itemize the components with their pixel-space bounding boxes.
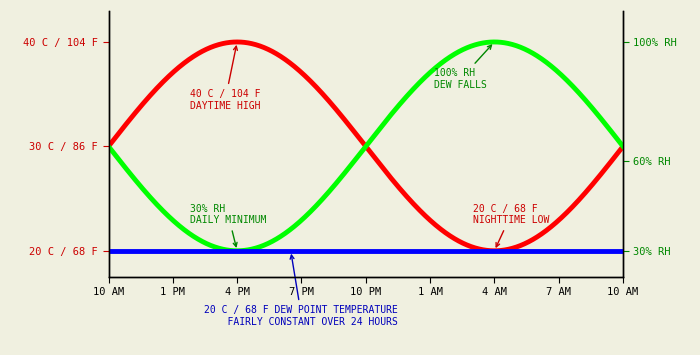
Text: 100% RH
DEW FALLS: 100% RH DEW FALLS xyxy=(434,45,491,90)
Text: 30% RH
DAILY MINIMUM: 30% RH DAILY MINIMUM xyxy=(190,204,266,247)
Text: 20 C / 68 F
NIGHTTIME LOW: 20 C / 68 F NIGHTTIME LOW xyxy=(473,204,550,247)
Text: 20 C / 68 F DEW POINT TEMPERATURE
    FAIRLY CONSTANT OVER 24 HOURS: 20 C / 68 F DEW POINT TEMPERATURE FAIRLY… xyxy=(204,255,398,327)
Text: 40 C / 104 F
DAYTIME HIGH: 40 C / 104 F DAYTIME HIGH xyxy=(190,46,260,110)
